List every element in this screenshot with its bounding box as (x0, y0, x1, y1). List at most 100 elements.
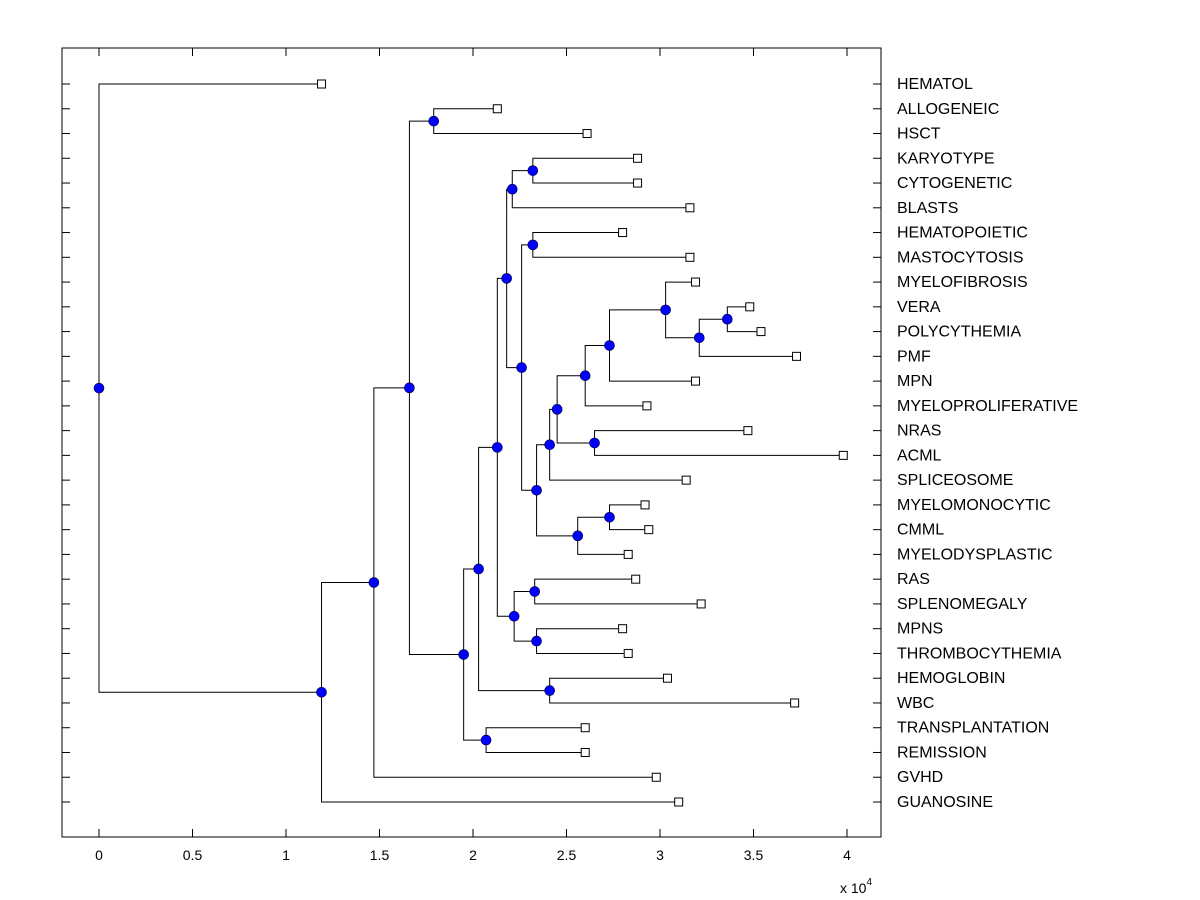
x-tick-label: 2.5 (557, 847, 577, 863)
dendrogram-link (556, 375, 586, 410)
internal-node-marker (368, 577, 380, 588)
internal-node-marker (572, 530, 584, 542)
internal-node-marker (529, 586, 541, 597)
dendrogram-link (98, 388, 322, 693)
internal-node-marker (480, 734, 492, 746)
leaf-label: TRANSPLANTATION (897, 720, 1049, 737)
dendrogram-link (463, 654, 487, 741)
leaf-label: HEMATOL (897, 76, 973, 93)
leaf-label: MYELOFIBROSIS (897, 274, 1028, 291)
internal-node-marker (404, 382, 415, 394)
x-tick-label: 3 (656, 847, 664, 863)
leaf-label: GUANOSINE (897, 794, 993, 811)
leaf-marker (642, 401, 652, 411)
x-tick-label: 1.5 (370, 847, 390, 863)
leaf-marker (792, 351, 802, 361)
leaf-label: GVHD (897, 769, 943, 786)
dendrogram-link (556, 409, 595, 444)
dendrogram-link (577, 535, 629, 555)
internal-node-marker (508, 611, 520, 622)
x-tick-label: 2 (469, 847, 477, 863)
dendrogram-link (511, 189, 690, 209)
plot-area (61, 47, 882, 838)
leaf-marker (580, 747, 590, 757)
internal-node-marker (516, 362, 527, 373)
y-axis (62, 83, 881, 803)
leaf-marker (633, 178, 643, 188)
x-exponent-label: x 104 (840, 877, 872, 896)
leaf-marker (685, 252, 695, 262)
internal-node-marker (722, 313, 733, 325)
dendrogram-link (321, 692, 679, 803)
internal-node-marker (531, 484, 542, 496)
dendrogram-link (511, 170, 533, 190)
dendrogram-link (698, 318, 728, 338)
dendrogram-link (496, 447, 515, 617)
leaf-label: SPLENOMEGALY (897, 596, 1028, 613)
leaf-label: REMISSION (897, 744, 987, 761)
leaf-label: CYTOGENETIC (897, 175, 1012, 192)
leaf-marker (582, 129, 592, 139)
internal-node-marker (473, 563, 484, 575)
leaf-label: MPNS (897, 621, 943, 638)
leaf-marker (631, 574, 641, 584)
dendrogram-link (698, 337, 797, 357)
leaf-label: NRAS (897, 423, 941, 440)
leaf-marker (623, 549, 633, 559)
leaf-label: WBC (897, 695, 934, 712)
x-tick-label: 0.5 (183, 847, 203, 863)
leaf-label: RAS (897, 571, 930, 588)
leaf-marker (662, 673, 672, 683)
leaf-marker (623, 648, 633, 658)
leaf-marker (633, 153, 643, 163)
leaf-label: KARYOTYPE (897, 150, 995, 167)
internal-node-marker (527, 239, 539, 251)
leaf-marker (651, 772, 661, 782)
internal-node-marker (579, 370, 591, 381)
node-markers (93, 79, 848, 807)
dendrogram-link (321, 582, 374, 693)
leaf-label: PMF (897, 348, 931, 365)
leaf-label: THROMBOCYTHEMIA (897, 645, 1062, 662)
dendrogram-link (609, 309, 666, 346)
leaf-label: ALLOGENEIC (897, 101, 999, 118)
leaf-marker (681, 475, 691, 485)
internal-node-marker (527, 165, 539, 176)
x-tick-label: 4 (843, 847, 851, 863)
internal-node-marker (551, 404, 563, 415)
internal-node-marker (93, 382, 105, 394)
leaf-marker (618, 228, 628, 238)
internal-node-marker (604, 511, 615, 523)
leaf-marker (492, 104, 502, 114)
x-tick-label: 3.5 (744, 847, 764, 863)
dendrogram-link (549, 444, 687, 481)
dendrogram-link (536, 490, 578, 537)
internal-node-marker (604, 340, 615, 351)
leaf-marker (691, 376, 701, 386)
leaf-marker (685, 203, 695, 213)
dendrogram-link (513, 616, 537, 642)
leaf-marker (745, 302, 755, 312)
internal-node-marker (506, 183, 518, 195)
leaf-label: HEMATOPOIETIC (897, 225, 1028, 242)
internal-node-marker (316, 686, 327, 698)
leaf-marker (838, 450, 848, 460)
leaf-label: CMML (897, 522, 944, 539)
internal-node-marker (693, 332, 705, 344)
leaf-labels: HEMATOL ALLOGENEIC HSCT KARYOTYPE CYTOGENETI… (897, 76, 1078, 811)
leaf-label: HEMOGLOBIN (897, 670, 1005, 687)
x-tick-label: 0 (95, 847, 103, 863)
leaf-marker (790, 698, 800, 708)
leaf-label: POLYCYTHEMIA (897, 324, 1022, 341)
internal-node-marker (531, 635, 542, 647)
leaf-label: MASTOCYTOSIS (897, 249, 1024, 266)
leaf-label: ACML (897, 447, 942, 464)
leaf-label: MYELOPROLIFERATIVE (897, 398, 1078, 415)
leaf-marker (580, 723, 590, 733)
leaf-label: BLASTS (897, 200, 958, 217)
leaf-marker (756, 327, 766, 337)
dendrogram-link (584, 345, 610, 376)
leaf-marker (640, 500, 650, 510)
x-tick-label: 1 (282, 847, 290, 863)
